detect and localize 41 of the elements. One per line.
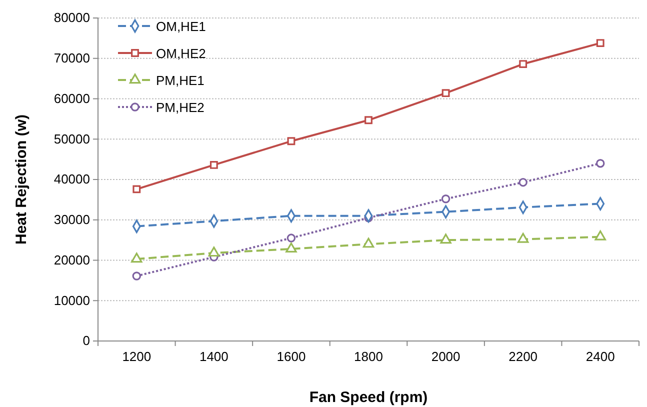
y-tick-label: 50000 xyxy=(54,131,90,146)
point xyxy=(440,234,452,244)
point xyxy=(286,234,296,242)
y-tick-label: 80000 xyxy=(54,10,90,26)
legend-label: PM,HE2 xyxy=(156,100,204,115)
x-tick-label: 1800 xyxy=(354,348,383,364)
x-tick-label: 1200 xyxy=(122,348,152,364)
y-tick-label: 60000 xyxy=(54,90,90,106)
point xyxy=(596,39,604,47)
point xyxy=(210,161,218,169)
point xyxy=(519,60,528,68)
point xyxy=(362,238,374,248)
point xyxy=(208,246,220,257)
y-tick-label: 30000 xyxy=(54,212,90,228)
legend-label: OM,HE1 xyxy=(156,19,206,34)
point xyxy=(518,178,528,187)
point xyxy=(442,89,450,98)
x-axis-title: Fan Speed (rpm) xyxy=(309,389,428,406)
y-tick-label: 70000 xyxy=(54,50,90,66)
point xyxy=(286,242,297,253)
y-axis-title: Heat Rejection (w) xyxy=(13,114,30,245)
legend-label: OM,HE2 xyxy=(156,46,206,61)
point xyxy=(594,230,606,240)
point xyxy=(132,185,141,194)
x-tick-label: 1400 xyxy=(199,348,228,364)
x-tick-label: 2000 xyxy=(431,348,460,364)
y-tick-label: 20000 xyxy=(54,252,90,268)
y-tick-label: 10000 xyxy=(54,292,90,308)
x-tick-label: 2400 xyxy=(586,348,615,364)
x-tick-label: 2200 xyxy=(508,348,538,364)
legend-label: PM,HE1 xyxy=(156,73,204,88)
point xyxy=(131,252,142,263)
point xyxy=(287,137,296,146)
y-tick-label: 40000 xyxy=(54,172,90,187)
point xyxy=(596,158,605,168)
point xyxy=(132,272,142,280)
x-tick-label: 1600 xyxy=(276,348,306,364)
point xyxy=(364,116,372,124)
y-tick-label: 0 xyxy=(82,333,90,348)
point xyxy=(441,194,450,204)
point xyxy=(517,232,529,243)
